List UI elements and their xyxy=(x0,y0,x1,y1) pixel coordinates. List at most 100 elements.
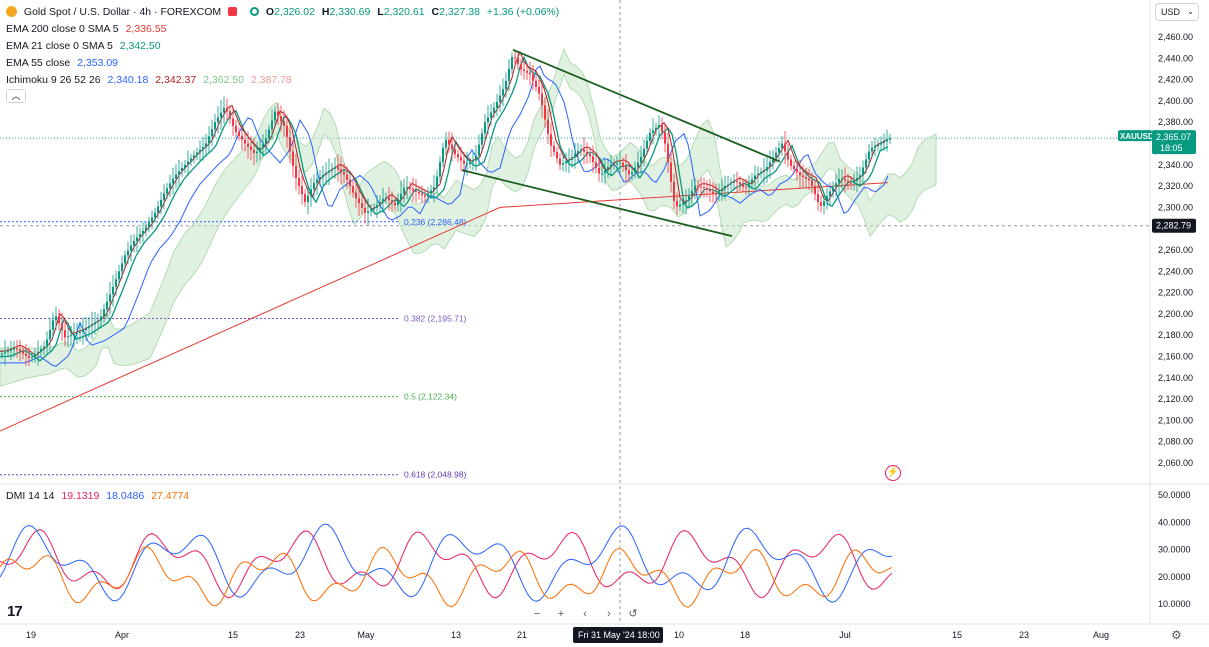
crosshair-time-label: Fri 31 May '24 18:00 xyxy=(578,630,660,640)
price-change: +1.36 (+0.06%) xyxy=(486,6,560,18)
time-tick-label: May xyxy=(357,630,375,640)
candle-body xyxy=(592,156,594,163)
candle-body xyxy=(502,89,504,96)
reset-chart-button[interactable]: ↺ xyxy=(628,608,638,620)
candle-body xyxy=(52,320,54,330)
dmi-tick-label: 50.0000 xyxy=(1158,490,1191,500)
price-tick-label: 2,160.00 xyxy=(1158,352,1193,362)
ema21-legend[interactable]: EMA 21 close 0 SMA 5 2,342.50 xyxy=(6,39,165,53)
dmi-tick-label: 40.0000 xyxy=(1158,517,1191,527)
candle-body xyxy=(736,181,738,183)
candle-body xyxy=(319,177,321,180)
currency-select[interactable]: USD ⌄ xyxy=(1155,3,1199,21)
scroll-right-button[interactable]: › xyxy=(607,608,611,620)
lightning-icon[interactable]: ⚡ xyxy=(885,465,901,481)
ema55-legend[interactable]: EMA 55 close 2,353.09 xyxy=(6,56,122,70)
candle-body xyxy=(655,127,657,131)
candle-body xyxy=(457,154,459,158)
ema55-label: EMA 55 close xyxy=(6,57,71,69)
price-tick-label: 2,340.00 xyxy=(1158,160,1193,170)
zoom-in-button[interactable]: + xyxy=(557,608,565,620)
candle-body xyxy=(256,151,258,154)
candle-body xyxy=(670,162,672,182)
candle-body xyxy=(634,167,636,173)
candle-body xyxy=(649,132,651,141)
ichimoku-legend[interactable]: Ichimoku 9 26 52 26 2,340.18 2,342.37 2,… xyxy=(6,73,296,87)
candle-body xyxy=(481,133,483,145)
dmi-legend[interactable]: DMI 14 14 19.1319 18.0486 27.4774 xyxy=(6,490,189,502)
dmi-minus-line xyxy=(0,523,893,603)
scroll-left-button[interactable]: ‹ xyxy=(583,608,587,620)
candle-body xyxy=(868,151,870,160)
candle-body xyxy=(244,139,246,144)
ichimoku-span-a: 2,362.50 xyxy=(203,74,244,86)
candle-body xyxy=(877,144,879,147)
candle-body xyxy=(250,146,252,150)
candle-body xyxy=(514,56,516,58)
crosshair-price-badge xyxy=(1152,218,1196,233)
price-tick-label: 2,060.00 xyxy=(1158,458,1193,468)
candle-body xyxy=(292,151,294,166)
candle-body xyxy=(412,188,414,191)
candle-body xyxy=(817,194,819,203)
candle-body xyxy=(574,154,576,158)
collapse-legend-button[interactable]: ︿ xyxy=(6,89,26,103)
candle-body xyxy=(148,222,150,228)
zoom-out-button[interactable]: − xyxy=(533,608,541,620)
fib-level-label: 0.236 (2,286.48) xyxy=(404,217,467,227)
gear-icon[interactable]: ⚙ xyxy=(1171,628,1182,642)
candle-body xyxy=(505,80,507,90)
symbol-legend[interactable]: Gold Spot / U.S. Dollar · 4h · FOREXCOM … xyxy=(6,5,563,19)
candle-body xyxy=(679,204,681,207)
candle-body xyxy=(652,130,654,133)
candle-body xyxy=(451,144,453,150)
candle-body xyxy=(100,316,102,321)
candle-body xyxy=(112,286,114,295)
candle-body xyxy=(160,199,162,207)
candle-body xyxy=(331,168,333,171)
price-tick-label: 2,420.00 xyxy=(1158,75,1193,85)
candle-body xyxy=(403,188,405,194)
candle-body xyxy=(253,149,255,154)
candle-body xyxy=(538,87,540,94)
candle-body xyxy=(376,205,378,208)
candle-body xyxy=(352,186,354,193)
ema200-legend[interactable]: EMA 200 close 0 SMA 5 2,336.55 xyxy=(6,22,170,36)
candle-body xyxy=(571,157,573,161)
candle-body xyxy=(85,328,87,331)
candle-body xyxy=(166,188,168,194)
candle-body xyxy=(364,207,366,213)
price-tick-label: 2,100.00 xyxy=(1158,415,1193,425)
candle-body xyxy=(454,149,456,155)
candle-body xyxy=(82,330,84,333)
candle-body xyxy=(169,183,171,189)
ohlc-open: O2,326.02 xyxy=(265,6,315,18)
time-tick-label: Jul xyxy=(839,630,851,640)
candle-body xyxy=(478,144,480,156)
price-tick-label: 2,140.00 xyxy=(1158,373,1193,383)
candle-body xyxy=(754,175,756,180)
candle-body xyxy=(601,173,603,175)
time-tick-label: 10 xyxy=(674,630,684,640)
candle-body xyxy=(565,161,567,164)
candle-body xyxy=(295,165,297,179)
candle-body xyxy=(517,57,519,65)
candle-body xyxy=(199,149,201,153)
ichimoku-cloud xyxy=(0,47,937,387)
candle-body xyxy=(406,187,408,189)
candle-body xyxy=(853,180,855,184)
symbol-badge xyxy=(1118,130,1152,142)
candle-body xyxy=(769,162,771,167)
candle-body xyxy=(733,181,735,183)
chart-nav-bar: − + ‹ › ↺ xyxy=(528,605,642,623)
candle-body xyxy=(622,162,624,167)
candle-body xyxy=(619,162,621,164)
candle-body xyxy=(742,184,744,187)
candle-body xyxy=(724,186,726,189)
candle-body xyxy=(400,193,402,200)
candle-body xyxy=(616,163,618,165)
ema55-line xyxy=(0,65,889,367)
tradingview-logo[interactable]: 17 xyxy=(7,603,23,620)
candle-body xyxy=(781,143,783,149)
